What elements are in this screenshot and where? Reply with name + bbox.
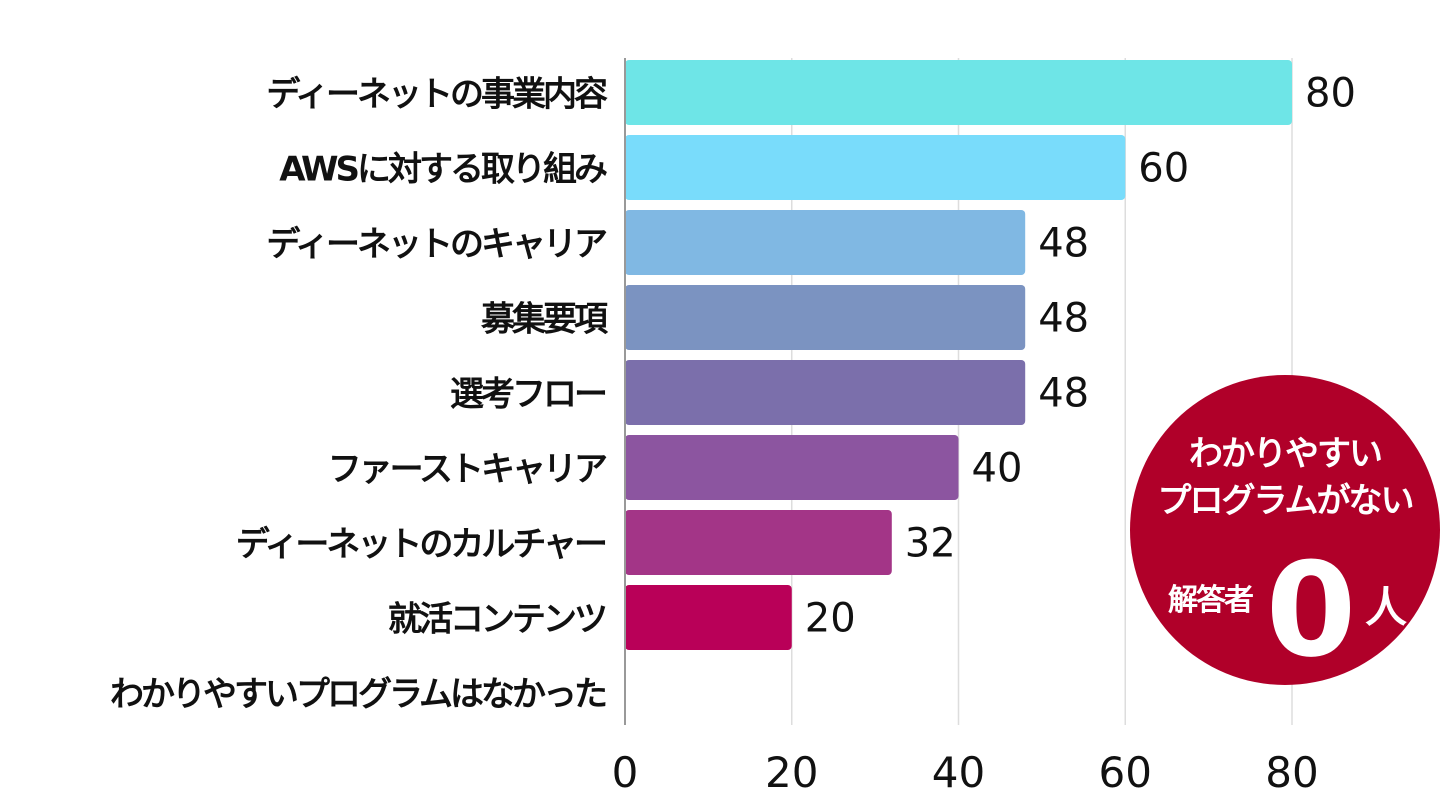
value-label: 20: [805, 596, 856, 642]
category-label: ディーネットの事業内容: [266, 75, 608, 115]
x-tick-label: 60: [1099, 748, 1152, 797]
value-label: 80: [1305, 71, 1356, 117]
bar: [625, 210, 1026, 275]
x-tick-label: 20: [765, 748, 818, 797]
x-tick-label: 80: [1265, 748, 1318, 797]
value-label: 48: [1038, 296, 1089, 342]
bars: [625, 60, 1292, 650]
value-label: 40: [972, 446, 1023, 492]
value-label: 48: [1038, 221, 1089, 267]
category-label: ファーストキャリア: [328, 450, 607, 490]
category-label: 選考フロー: [450, 375, 606, 415]
category-label: 募集要項: [480, 300, 609, 340]
category-label: 就活コンテンツ: [388, 600, 606, 640]
x-tick-labels: 0 20 40 60 80: [612, 748, 1319, 797]
badge-line2: プログラムがない: [1158, 481, 1413, 521]
bar: [625, 510, 892, 575]
badge-circle: [1130, 375, 1440, 685]
category-label: AWSに対する取り組み: [279, 150, 607, 190]
value-label: 32: [905, 521, 956, 567]
bar: [625, 60, 1292, 125]
bar: [625, 360, 1026, 425]
badge: わかりやすい プログラムがない 解答者 0 人: [1130, 375, 1440, 686]
x-tick-label: 0: [612, 748, 639, 797]
value-label: 48: [1038, 371, 1089, 417]
category-labels: ディーネットの事業内容 AWSに対する取り組みディーネットのキャリア募集要項選考フ…: [110, 75, 612, 715]
value-labels: 80 60 48 48 48 40 32 20: [805, 71, 1356, 642]
category-label: ディーネットのカルチャー: [236, 525, 606, 565]
bar: [625, 285, 1026, 350]
badge-number: 0: [1266, 534, 1354, 686]
category-label: わかりやすいプログラムはなかった: [110, 675, 606, 715]
value-label: 60: [1138, 146, 1189, 192]
bar: [625, 135, 1126, 200]
category-label: ディーネットのキャリア: [266, 225, 607, 265]
badge-suffix: 人: [1365, 583, 1407, 632]
badge-prefix: 解答者: [1168, 583, 1253, 618]
bar: [625, 585, 792, 650]
badge-line1: わかりやすい: [1189, 434, 1381, 474]
bar: [625, 435, 959, 500]
x-tick-label: 40: [932, 748, 985, 797]
